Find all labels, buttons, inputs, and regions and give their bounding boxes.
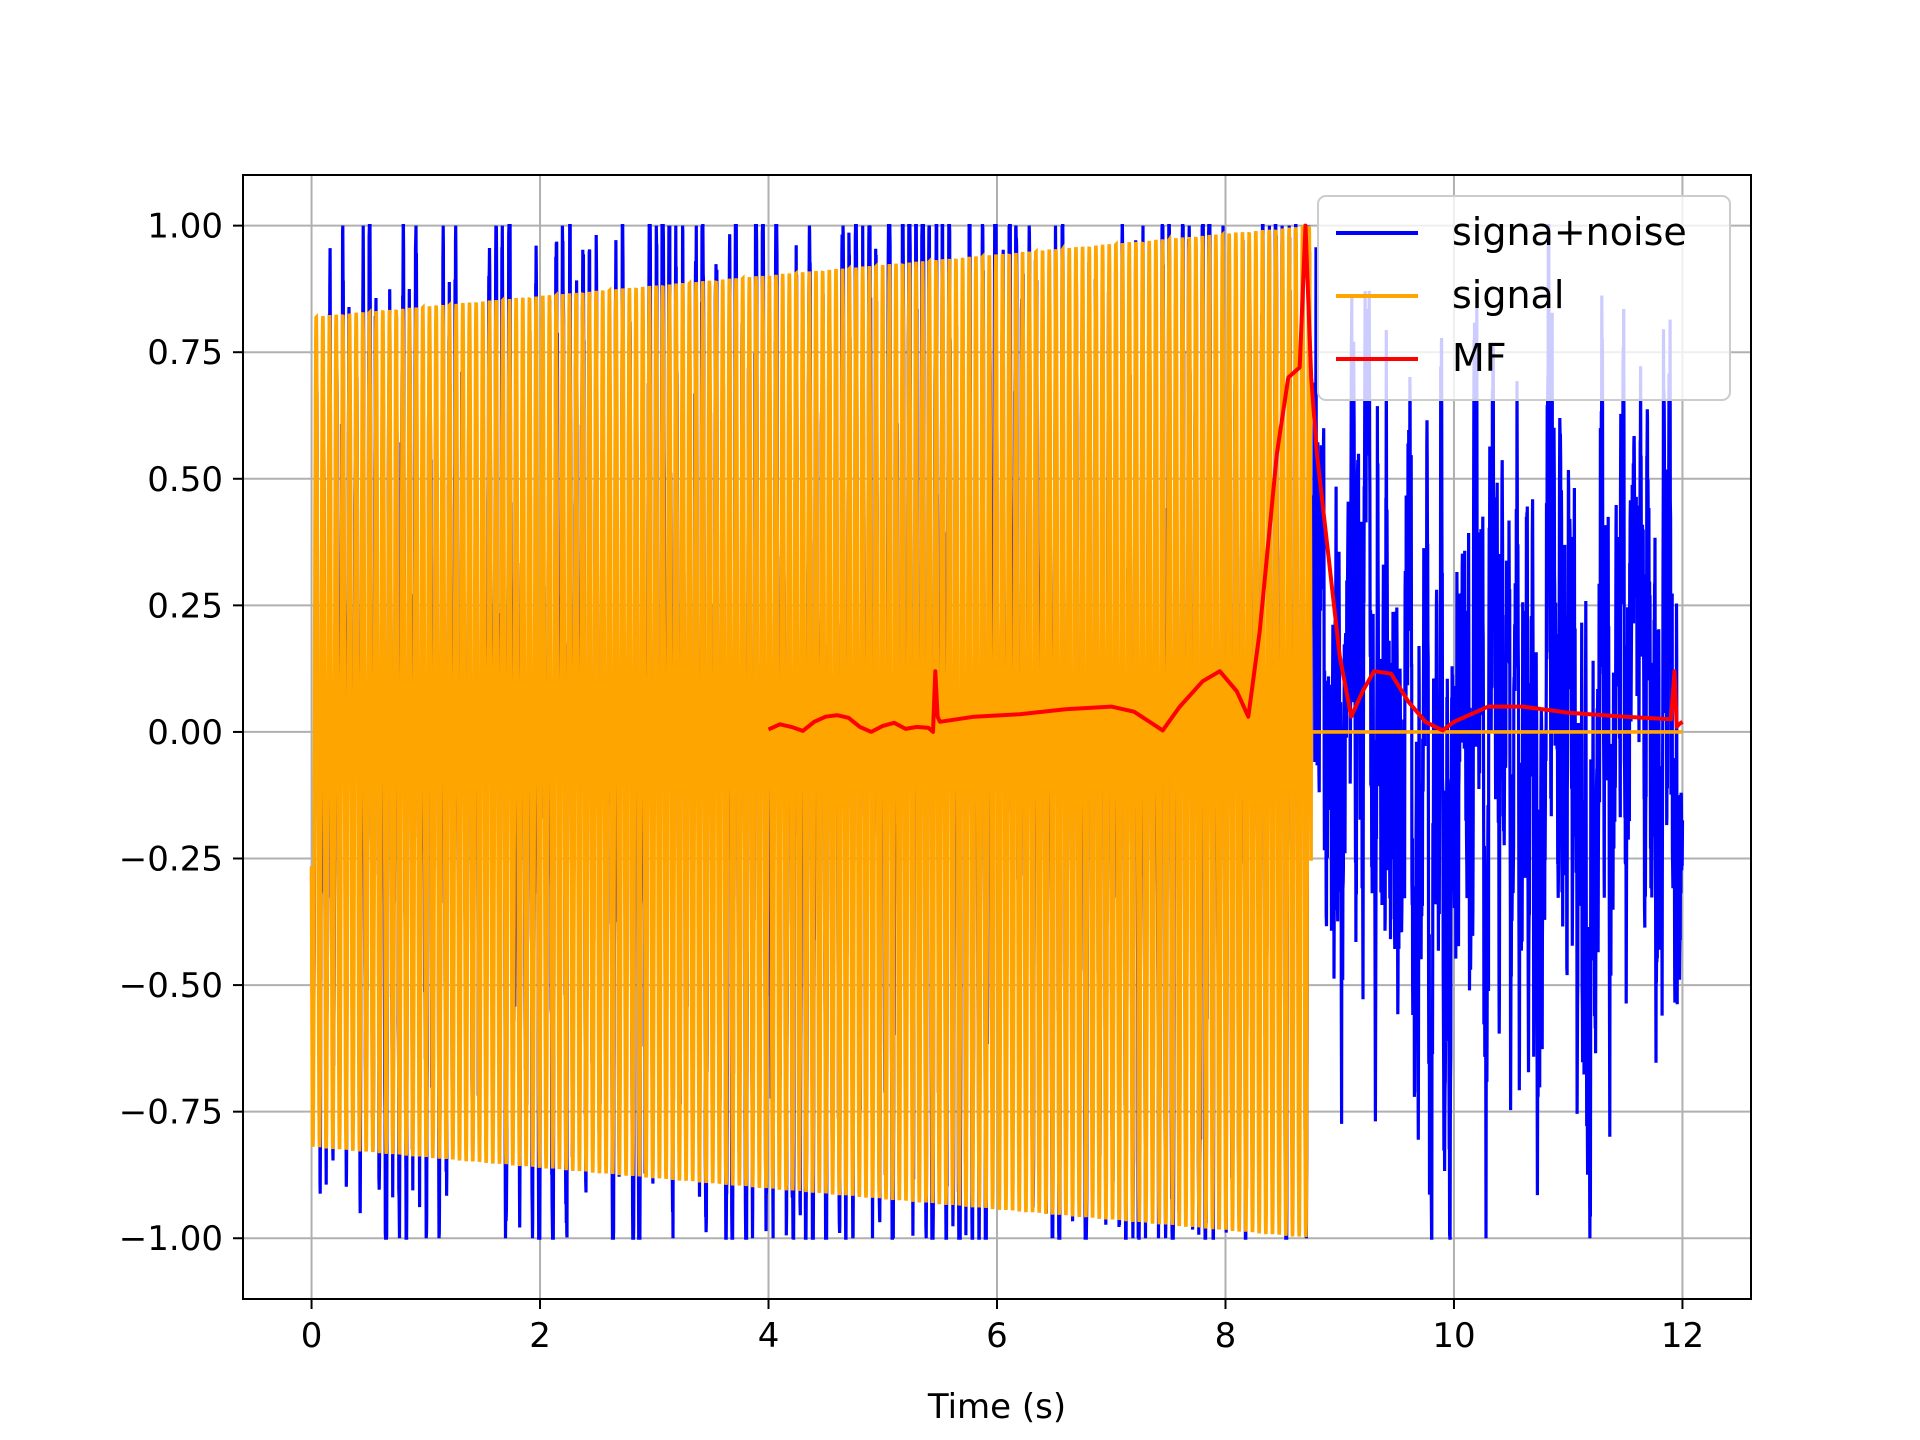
x-tick-label: 0 <box>301 1316 323 1356</box>
series-area <box>309 223 1685 1240</box>
legend-box <box>1317 195 1731 401</box>
series-line-signal <box>309 223 1683 1238</box>
y-tick-label: −0.25 <box>119 840 223 880</box>
axis-ticks: 0 2 4 6 8 10 12 −1.00 −0.75 −0.50 −0.25 0.00 0.25 0.5… <box>119 207 1704 1356</box>
legend-label-signal: signal <box>1452 273 1564 317</box>
x-tick-label: 6 <box>986 1316 1008 1356</box>
y-tick-label: −0.50 <box>119 966 223 1006</box>
x-tick-label: 8 <box>1215 1316 1237 1356</box>
x-axis-label: Time (s) <box>927 1387 1066 1427</box>
legend-label-mf: MF <box>1452 336 1507 380</box>
y-tick-label: 1.00 <box>147 207 223 247</box>
legend: signa+noise signal MF <box>1317 195 1731 401</box>
legend-label-signal-noise: signa+noise <box>1452 210 1687 254</box>
x-tick-label: 10 <box>1432 1316 1475 1356</box>
y-tick-label: 0.50 <box>147 460 223 500</box>
series-line-mf <box>767 223 1684 734</box>
y-tick-label: 0.75 <box>147 333 223 373</box>
y-tick-label: −1.00 <box>119 1219 223 1259</box>
x-tick-label: 12 <box>1661 1316 1704 1356</box>
y-tick-label: 0.00 <box>147 713 223 753</box>
y-tick-label: −0.75 <box>119 1093 223 1133</box>
x-tick-label: 2 <box>529 1316 551 1356</box>
x-tick-label: 4 <box>758 1316 780 1356</box>
y-tick-label: 0.25 <box>147 586 223 626</box>
